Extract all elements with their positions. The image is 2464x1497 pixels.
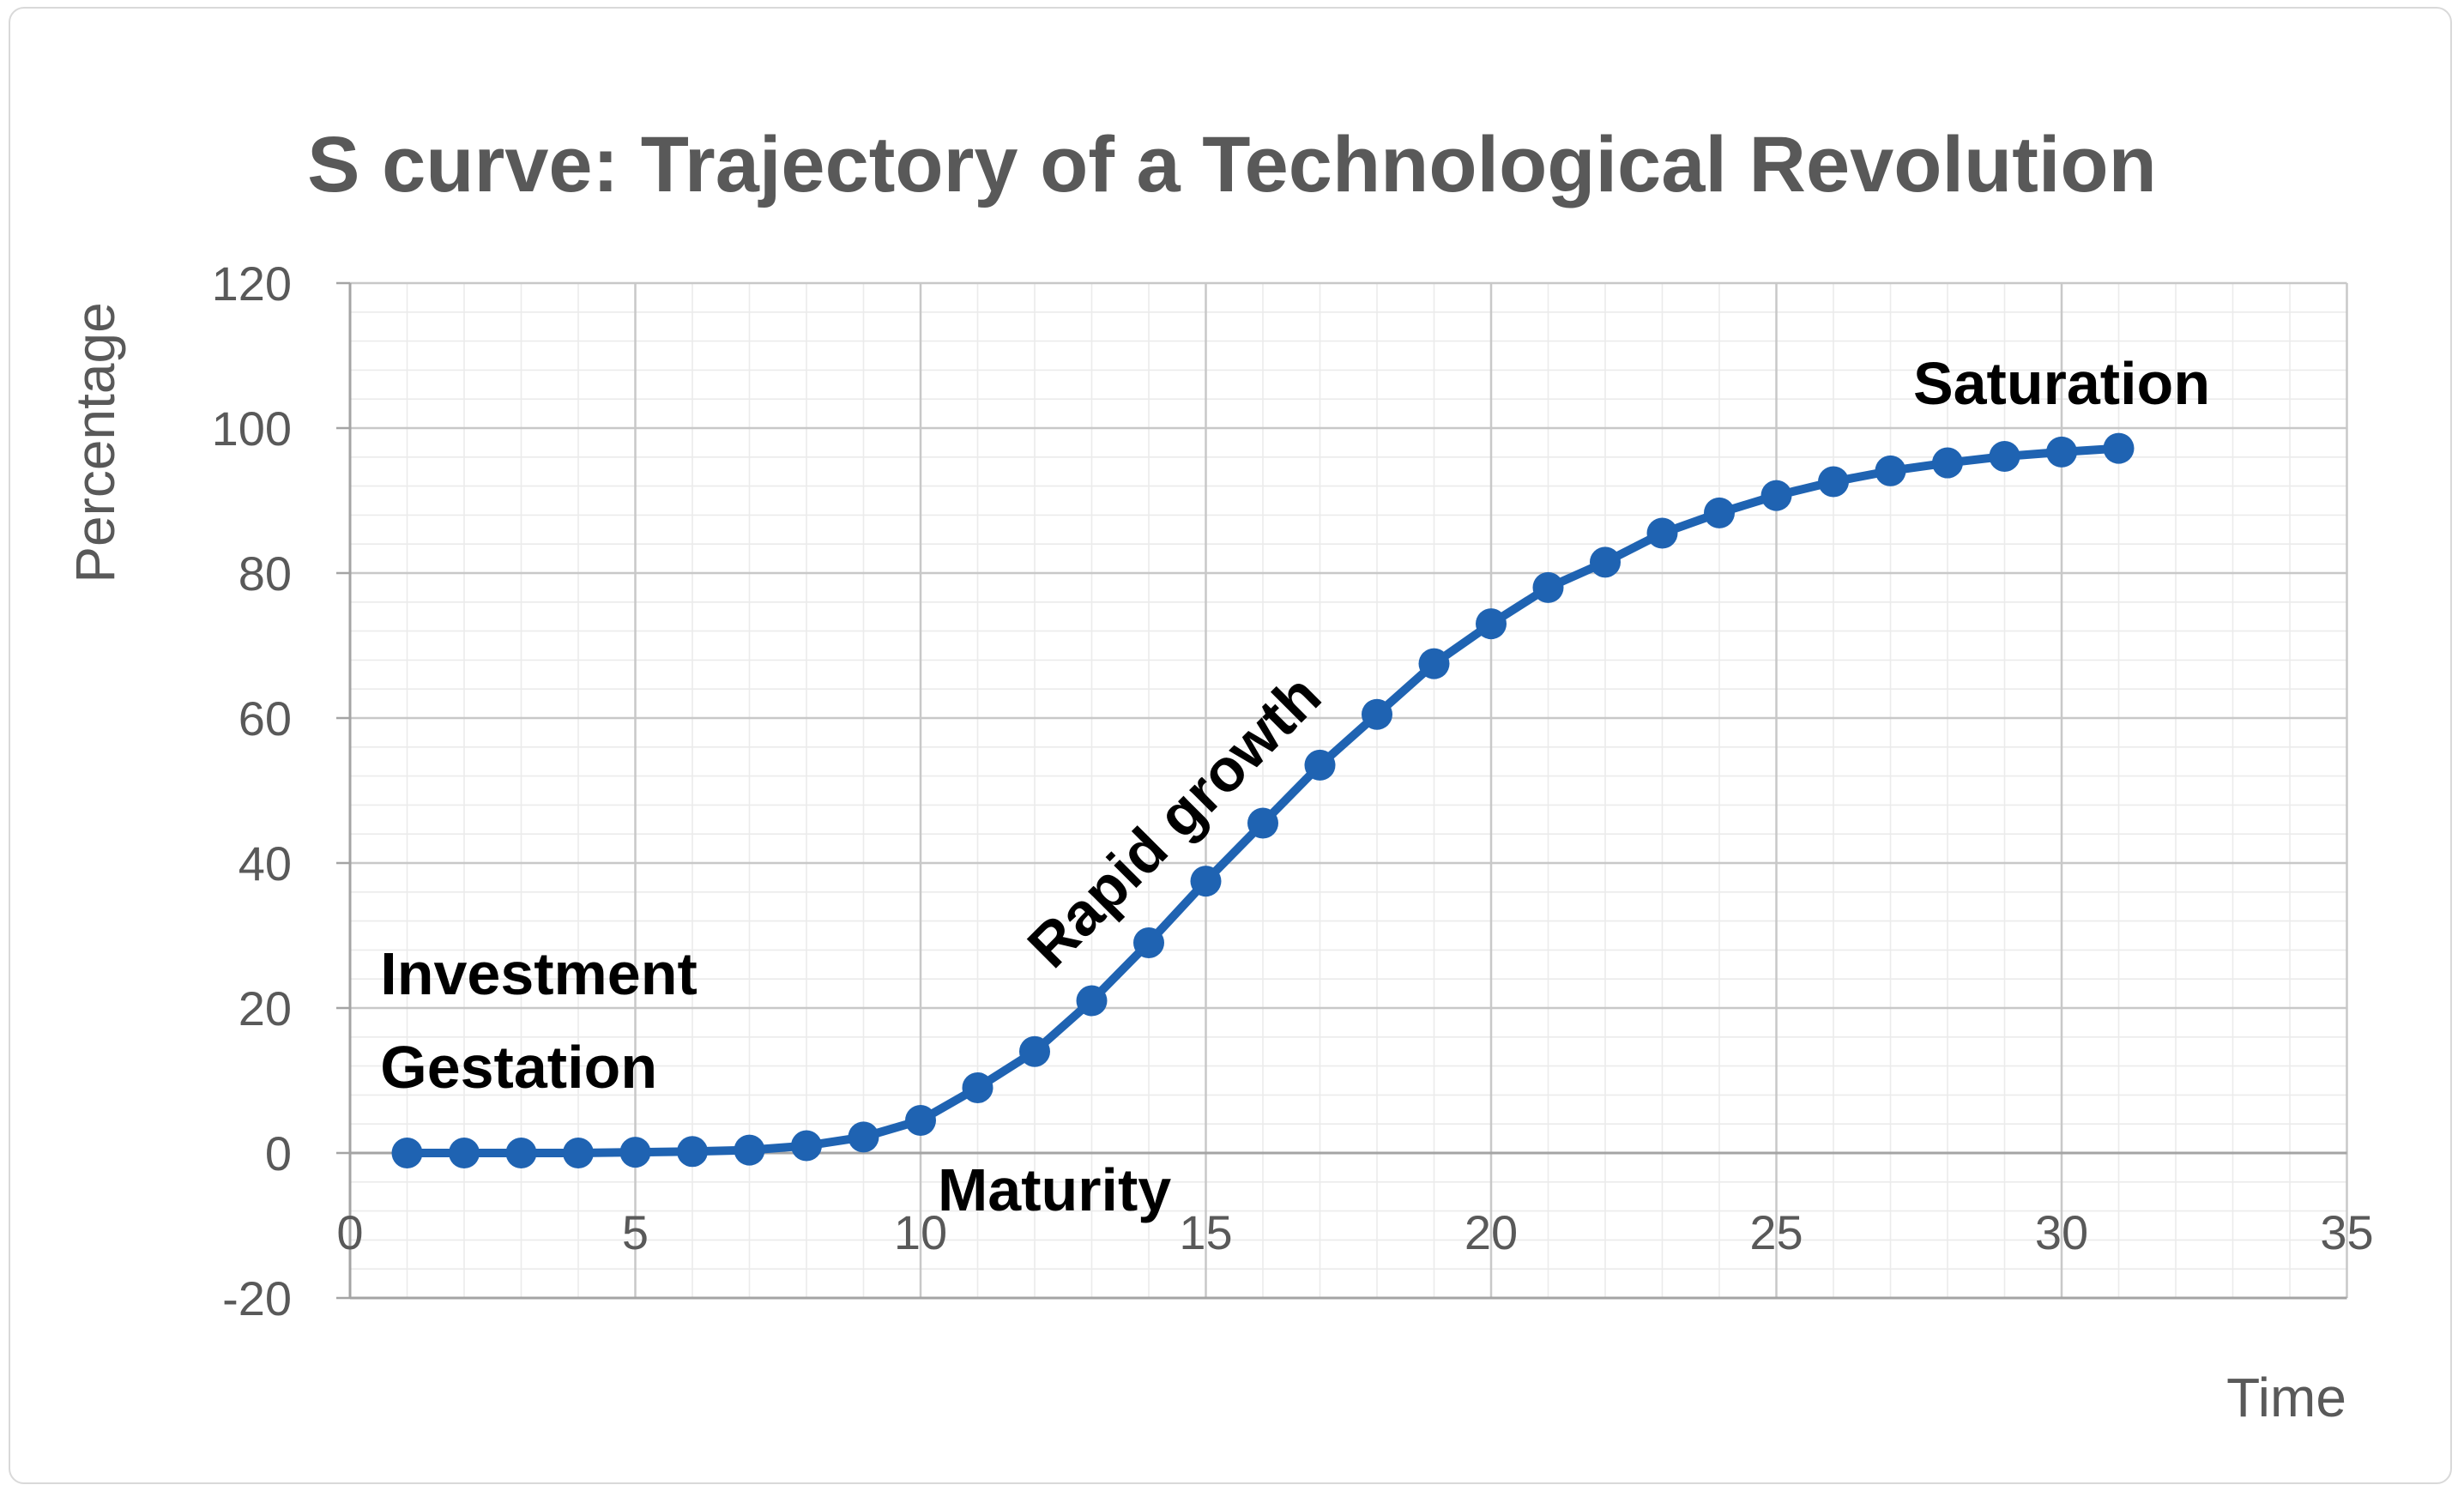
x-tick-label: 25 — [1749, 1205, 1803, 1259]
data-point — [2103, 432, 2135, 464]
chart-frame: -20 0 20 40 60 80 100 120 0 5 10 15 20 25 30 35 Invest… — [9, 7, 2452, 1484]
x-tick-label: 20 — [1465, 1205, 1518, 1259]
data-point — [1019, 1035, 1050, 1067]
data-point — [734, 1134, 765, 1166]
data-point — [619, 1137, 651, 1168]
data-point — [2046, 436, 2077, 468]
axis-tick-marks — [336, 281, 350, 1300]
y-tick-label: 100 — [212, 401, 292, 456]
y-tick-labels: -20 0 20 40 60 80 100 120 — [212, 257, 292, 1325]
data-point — [1304, 749, 1336, 781]
x-tick-label: 15 — [1179, 1205, 1232, 1259]
data-point — [905, 1104, 936, 1136]
axis-lines — [348, 283, 2347, 1300]
s-curve-chart: -20 0 20 40 60 80 100 120 0 5 10 15 20 25 30 35 Invest… — [64, 121, 2374, 1428]
data-point — [391, 1138, 423, 1168]
data-point — [1989, 440, 2020, 472]
x-tick-label: 0 — [336, 1205, 363, 1259]
phase-annotation: Maturity — [938, 1156, 1171, 1223]
x-axis-title: Time — [2226, 1367, 2346, 1428]
x-tick-labels: 0 5 10 15 20 25 30 35 — [336, 1205, 2373, 1259]
phase-annotation: Rapid growth — [1015, 661, 1333, 980]
y-tick-label: 60 — [239, 691, 292, 745]
data-point — [1646, 517, 1678, 549]
y-tick-label: 120 — [212, 257, 292, 311]
data-point — [1247, 807, 1278, 839]
gridlines-major — [348, 281, 2348, 1300]
data-point — [848, 1121, 879, 1153]
data-point — [1818, 466, 1849, 498]
chart-title: S curve: Trajectory of a Technological R… — [307, 121, 2157, 208]
data-point — [1133, 927, 1164, 958]
data-point — [791, 1130, 822, 1162]
y-tick-label: 20 — [239, 981, 292, 1035]
data-point — [1704, 497, 1735, 528]
data-point — [1590, 546, 1621, 578]
y-tick-label: -20 — [222, 1271, 292, 1325]
gridlines-minor — [350, 283, 2347, 1298]
data-point — [1190, 866, 1222, 897]
data-point — [962, 1071, 993, 1103]
data-point — [1076, 985, 1108, 1017]
phase-annotation: Investment — [380, 940, 698, 1007]
data-point — [1362, 698, 1392, 730]
x-tick-label: 30 — [2035, 1205, 2088, 1259]
y-tick-label: 80 — [239, 546, 292, 601]
data-point — [1875, 455, 1906, 486]
data-point — [1418, 648, 1450, 679]
x-tick-label: 35 — [2320, 1205, 2373, 1259]
data-point — [449, 1138, 480, 1168]
x-tick-label: 5 — [622, 1205, 649, 1259]
phase-annotation: Saturation — [1913, 350, 2210, 417]
data-series — [391, 432, 2135, 1168]
data-point — [1932, 447, 1963, 479]
data-point — [677, 1136, 708, 1168]
phase-annotation: Gestation — [380, 1034, 657, 1101]
data-point — [1760, 480, 1792, 511]
data-point — [1476, 608, 1507, 640]
y-tick-label: 40 — [239, 836, 292, 890]
data-point — [1532, 571, 1564, 603]
y-tick-label: 0 — [265, 1126, 292, 1180]
y-axis-title: Percentage — [64, 302, 126, 583]
data-point — [563, 1138, 594, 1168]
x-tick-label: 10 — [894, 1205, 947, 1259]
data-point — [505, 1138, 537, 1168]
